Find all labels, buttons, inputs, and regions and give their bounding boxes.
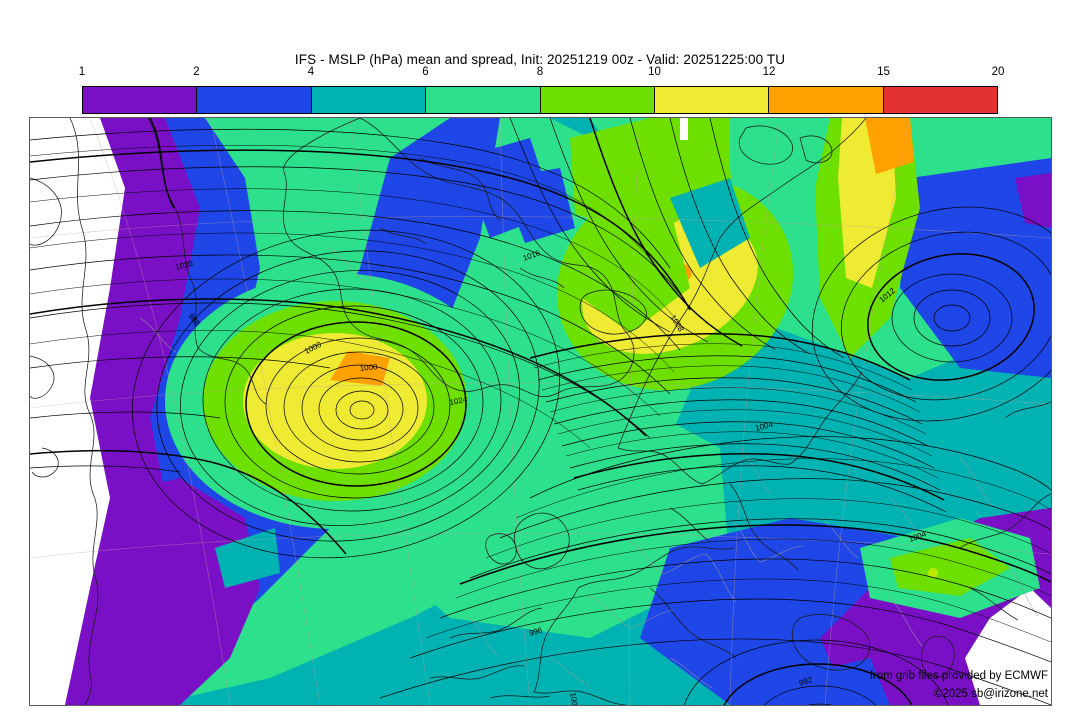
isobar-label: 996: [528, 625, 544, 637]
borders-layer: [139, 247, 1039, 689]
colorbar-tick-1: 1: [78, 66, 86, 78]
isobar-label: 1024: [449, 395, 469, 407]
colorbar-tick-12: 12: [762, 66, 776, 78]
spread-band-1-2-east: [1015, 173, 1051, 228]
colorbar-tick-15: 15: [877, 66, 890, 78]
isobar-label: 1000: [568, 692, 580, 705]
colorbar-band-2-4: [196, 87, 311, 113]
colorbar-band-1-2: [83, 87, 197, 113]
spread-band-8-10-greenland-b: [575, 208, 690, 333]
coastline-layer: [30, 118, 1051, 705]
colorbar: 1 2 4 6 8 10 12 15 20: [79, 66, 1004, 114]
spread-pocket-blue-a: [460, 138, 555, 238]
spread-band-2-4-east: [900, 158, 1051, 378]
isobar-label: 1004: [754, 420, 774, 433]
spread-pocket-blue-b: [790, 658, 890, 705]
colorbar-band-4-6: [310, 87, 426, 113]
colorbar-tick-20: 20: [991, 66, 1005, 78]
graticule-layer: [30, 118, 1051, 705]
map-frame[interactable]: 1000 1000 1004 1008 1012 1016 1020 1024 …: [29, 117, 1052, 706]
copyright-credit: ©2025 sb@irizone.net: [933, 688, 1048, 700]
isobar-label: 992: [798, 675, 814, 688]
isobar-layer: [30, 118, 1051, 705]
colorbar-tick-8: 8: [536, 66, 544, 78]
colorbar-tick-10: 10: [648, 66, 661, 78]
colorbar-band-6-8: [425, 87, 540, 113]
spread-pocket-teal-a: [670, 178, 750, 268]
colorbar-bands: [82, 86, 998, 114]
spread-gap-marker: [680, 118, 688, 140]
map-canvas[interactable]: 1000 1000 1004 1008 1012 1016 1020 1024 …: [30, 118, 1051, 705]
colorbar-tick-labels: 1 2 4 6 8 10 12 15 20: [78, 66, 1005, 84]
land-mask-west: [30, 118, 125, 705]
data-source-credit: from grib files provided by ECMWF: [869, 670, 1048, 682]
colorbar-band-8-10: [539, 87, 654, 113]
spread-spot-mideast: [928, 568, 938, 578]
colorbar-tick-6: 6: [422, 66, 429, 78]
colorbar-tick-2: 2: [193, 66, 200, 78]
colorbar-band-12-15: [768, 87, 883, 113]
spread-band-8-10-mideast: [890, 538, 1010, 596]
land-mask-east: [965, 588, 1051, 705]
page-title: IFS - MSLP (hPa) mean and spread, Init: …: [294, 52, 786, 67]
colorbar-band-10-12: [653, 87, 769, 113]
colorbar-band-15-20: [882, 87, 997, 113]
isobar-label: 1020: [174, 259, 194, 272]
colorbar-tick-4: 4: [307, 66, 315, 78]
isobar-label: 1000: [359, 362, 378, 373]
spread-pocket-teal-b: [215, 528, 280, 588]
